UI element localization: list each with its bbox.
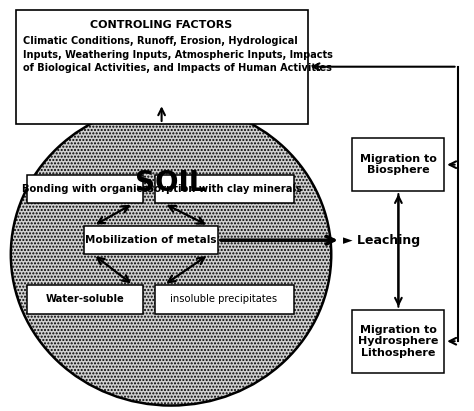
FancyBboxPatch shape	[353, 309, 444, 373]
FancyBboxPatch shape	[16, 9, 308, 124]
Text: Mobilization of metals: Mobilization of metals	[85, 235, 217, 245]
Text: ► Leaching: ► Leaching	[343, 234, 420, 247]
FancyBboxPatch shape	[155, 285, 293, 314]
FancyBboxPatch shape	[84, 226, 218, 254]
FancyBboxPatch shape	[155, 175, 293, 203]
Text: SOIL: SOIL	[136, 169, 207, 197]
Text: CONTROLING FACTORS: CONTROLING FACTORS	[91, 20, 233, 30]
FancyBboxPatch shape	[27, 285, 143, 314]
Text: Sorption with clay minerals: Sorption with clay minerals	[146, 184, 301, 194]
Ellipse shape	[11, 104, 331, 406]
FancyBboxPatch shape	[353, 138, 444, 191]
Text: Migration to
Hydrosphere
Lithosphere: Migration to Hydrosphere Lithosphere	[358, 325, 438, 358]
FancyBboxPatch shape	[27, 175, 143, 203]
Text: Bonding with organics: Bonding with organics	[22, 184, 148, 194]
Text: insoluble precipitates: insoluble precipitates	[171, 294, 278, 305]
Text: Migration to
Biosphere: Migration to Biosphere	[360, 154, 437, 175]
Text: Water-soluble: Water-soluble	[46, 294, 124, 305]
Text: Climatic Conditions, Runoff, Erosion, Hydrological
Inputs, Weathering Inputs, At: Climatic Conditions, Runoff, Erosion, Hy…	[23, 36, 332, 73]
